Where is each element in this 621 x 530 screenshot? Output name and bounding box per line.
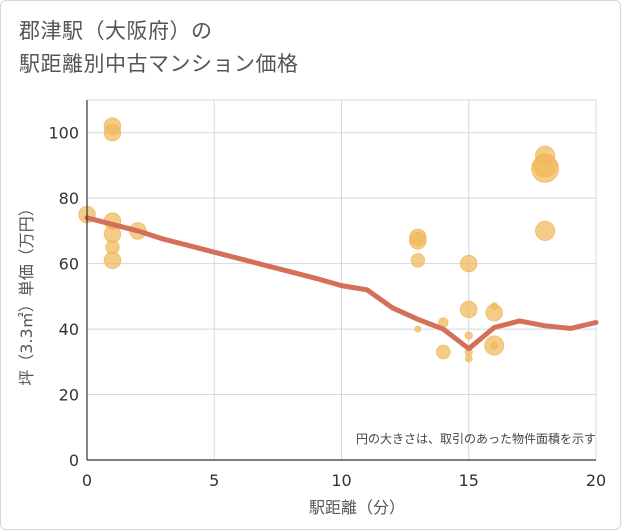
data-bubble bbox=[464, 354, 473, 363]
data-bubble bbox=[464, 331, 473, 340]
data-bubble bbox=[460, 300, 478, 319]
chart-title-line2: 駅距離別中古マンション価格 bbox=[19, 52, 299, 76]
y-tick-label: 0 bbox=[69, 451, 79, 470]
trend-line bbox=[84, 215, 599, 352]
data-bubble bbox=[535, 220, 556, 241]
y-tick-label: 40 bbox=[59, 320, 79, 339]
data-bubble bbox=[409, 232, 427, 250]
y-tick-label: 80 bbox=[59, 189, 79, 208]
data-bubble bbox=[485, 304, 503, 322]
y-tick-label: 100 bbox=[48, 124, 79, 143]
trend-layer bbox=[84, 215, 599, 352]
y-tick-label: 60 bbox=[59, 255, 79, 274]
size-annotation: 円の大きさは、取引のあった物件面積を示す bbox=[356, 431, 596, 446]
data-bubble bbox=[436, 344, 451, 360]
x-tick-label: 10 bbox=[331, 471, 351, 490]
data-bubble bbox=[460, 254, 478, 273]
x-tick-label: 5 bbox=[209, 471, 219, 490]
data-bubble bbox=[414, 325, 422, 333]
data-bubble bbox=[410, 253, 426, 268]
bubbles-layer bbox=[78, 117, 560, 363]
x-tick-label: 20 bbox=[586, 471, 606, 490]
data-bubble bbox=[103, 251, 122, 270]
y-tick-label: 20 bbox=[59, 386, 79, 405]
data-bubble bbox=[103, 124, 122, 142]
chart-title: 郡津駅（大阪府）の 駅距離別中古マンション価格 bbox=[19, 15, 299, 81]
data-bubble bbox=[490, 341, 498, 350]
axes-layer: 0 5 10 15 20 0 20 40 60 80 100 bbox=[48, 100, 606, 490]
data-bubble bbox=[531, 154, 560, 183]
x-tick-label: 15 bbox=[459, 471, 479, 490]
x-axis-label: 駅距離（分） bbox=[309, 498, 405, 517]
chart-title-line1: 郡津駅（大阪府）の bbox=[19, 19, 213, 43]
grid-lines bbox=[86, 99, 597, 461]
y-axis-label: 坪（3.3㎡）単価（万円） bbox=[17, 200, 36, 385]
x-tick-label: 0 bbox=[82, 471, 92, 490]
